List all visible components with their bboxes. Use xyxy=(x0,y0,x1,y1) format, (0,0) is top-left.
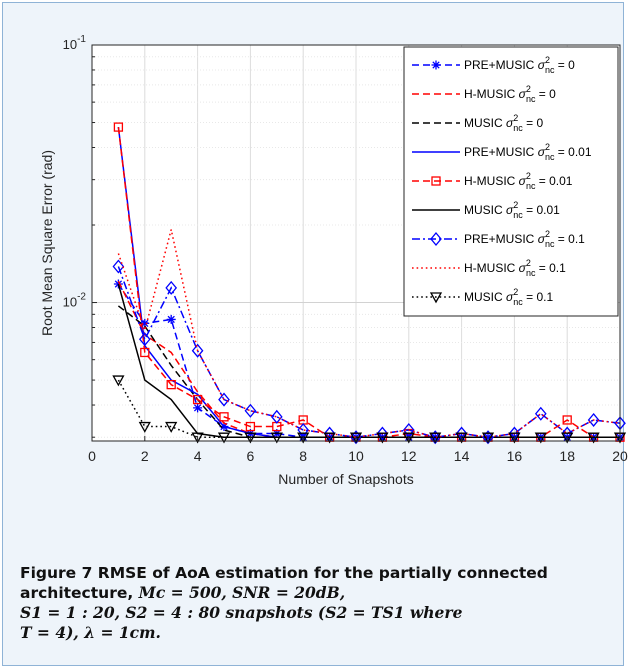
caption-math-3: T = 4), λ = 1cm. xyxy=(20,623,161,642)
x-tick-label: 20 xyxy=(612,448,628,464)
data-point xyxy=(402,432,415,444)
data-point xyxy=(191,432,204,444)
legend-entry: MUSIC σ2 nc = 0.1 xyxy=(412,287,553,307)
legend-swatch-marker xyxy=(429,292,443,304)
data-point xyxy=(376,426,389,441)
series-line xyxy=(117,379,620,438)
legend-label: MUSIC σ2 nc = 0 xyxy=(464,113,543,133)
data-point xyxy=(270,409,283,424)
y-axis-ticks: 10-1 10-2 xyxy=(63,34,97,438)
data-point xyxy=(165,421,178,433)
figure-caption: Figure 7 RMSE of AoA estimation for the … xyxy=(20,563,590,643)
data-point xyxy=(349,432,363,444)
legend-entry: PRE+MUSIC σ2 nc = 0 xyxy=(412,55,575,75)
legend-label: PRE+MUSIC σ2 nc = 0.1 xyxy=(464,229,585,249)
data-point xyxy=(245,421,256,432)
y-tick-label: 10-2 xyxy=(63,292,87,310)
x-tick-label: 0 xyxy=(88,448,96,464)
legend-label: H-MUSIC σ2 nc = 0.01 xyxy=(464,171,573,191)
x-tick-label: 10 xyxy=(348,448,364,464)
data-point xyxy=(138,421,151,433)
legend-entry: MUSIC σ2 nc = 0.01 xyxy=(412,200,560,220)
caption-label: Figure 7 xyxy=(20,564,93,582)
x-tick-label: 8 xyxy=(299,448,307,464)
rmse-chart: 0 2 4 6 8 10 12 14 16 18 20 10-1 10-2 Number of Sna… xyxy=(39,34,628,487)
data-point xyxy=(193,403,203,413)
data-point xyxy=(508,432,521,444)
data-point xyxy=(244,432,257,444)
x-tick-label: 6 xyxy=(247,448,255,464)
legend-label: H-MUSIC σ2 nc = 0 xyxy=(464,84,556,104)
data-point xyxy=(587,412,600,427)
data-point xyxy=(429,432,442,444)
x-axis-ticks: 0 2 4 6 8 10 12 14 16 18 20 xyxy=(88,436,628,464)
data-point xyxy=(113,279,123,289)
series-h-music-sigma-0_1 xyxy=(117,229,621,438)
x-tick-label: 12 xyxy=(401,448,417,464)
legend-entry: H-MUSIC σ2 nc = 0.01 xyxy=(412,171,573,191)
caption-math-1: Mc = 500, SNR = 20dB, xyxy=(138,583,346,602)
data-point xyxy=(534,432,547,444)
data-point xyxy=(587,432,600,444)
legend-label: PRE+MUSIC σ2 nc = 0.01 xyxy=(464,142,592,162)
data-point xyxy=(323,432,336,444)
data-point xyxy=(217,432,231,444)
data-point xyxy=(219,412,229,422)
y-tick-label: 10-1 xyxy=(63,34,87,52)
legend: PRE+MUSIC σ2 nc = 0 H-MUSIC σ2 nc = 0 MUSIC … xyxy=(403,46,619,317)
data-point xyxy=(455,432,468,444)
legend-label: PRE+MUSIC σ2 nc = 0 xyxy=(464,55,575,75)
data-point xyxy=(138,332,151,347)
legend-label: MUSIC σ2 nc = 0.1 xyxy=(464,287,553,307)
data-point xyxy=(166,314,176,324)
legend-label: H-MUSIC σ2 nc = 0.1 xyxy=(464,258,566,278)
data-point xyxy=(166,379,176,390)
data-point xyxy=(140,318,150,328)
x-axis-label: Number of Snapshots xyxy=(278,471,413,487)
data-point xyxy=(376,432,389,444)
data-point xyxy=(192,394,203,405)
x-tick-label: 18 xyxy=(559,448,575,464)
legend-entry: H-MUSIC σ2 nc = 0.1 xyxy=(412,258,566,278)
y-axis-label: Root Mean Square Error (rad) xyxy=(39,150,55,336)
legend-swatch-marker xyxy=(431,176,441,186)
data-point xyxy=(218,392,230,407)
data-point xyxy=(191,343,204,358)
x-tick-label: 2 xyxy=(141,448,149,464)
data-point xyxy=(297,432,310,444)
legend-entry: MUSIC σ2 nc = 0 xyxy=(412,113,543,133)
legend-swatch-marker xyxy=(430,231,442,247)
data-point xyxy=(481,432,495,444)
legend-label: MUSIC σ2 nc = 0.01 xyxy=(464,200,560,220)
x-tick-label: 4 xyxy=(194,448,202,464)
caption-text: RMSE of AoA estimation for the partially… xyxy=(20,564,548,602)
x-tick-label: 16 xyxy=(507,448,523,464)
data-point xyxy=(112,375,125,387)
series-music-sigma-0_1 xyxy=(112,375,627,444)
data-point xyxy=(562,415,572,425)
legend-swatch-marker xyxy=(431,60,441,70)
data-point xyxy=(402,422,415,438)
data-point xyxy=(323,426,336,441)
data-point xyxy=(534,406,547,421)
data-point xyxy=(244,403,257,418)
data-point xyxy=(113,122,124,132)
data-point xyxy=(270,432,283,444)
series-layer xyxy=(112,122,627,445)
legend-entry: PRE+MUSIC σ2 nc = 0.01 xyxy=(412,142,592,162)
x-tick-label: 14 xyxy=(454,448,470,464)
data-point xyxy=(112,259,125,274)
data-point xyxy=(561,432,574,444)
data-point xyxy=(165,280,178,295)
legend-entry: PRE+MUSIC σ2 nc = 0.1 xyxy=(412,229,585,249)
data-point xyxy=(140,347,150,358)
series-line xyxy=(117,229,621,438)
legend-entry: H-MUSIC σ2 nc = 0 xyxy=(412,84,556,104)
caption-math-2: S1 = 1 : 20, S2 = 4 : 80 snapshots (S2 =… xyxy=(20,603,463,622)
